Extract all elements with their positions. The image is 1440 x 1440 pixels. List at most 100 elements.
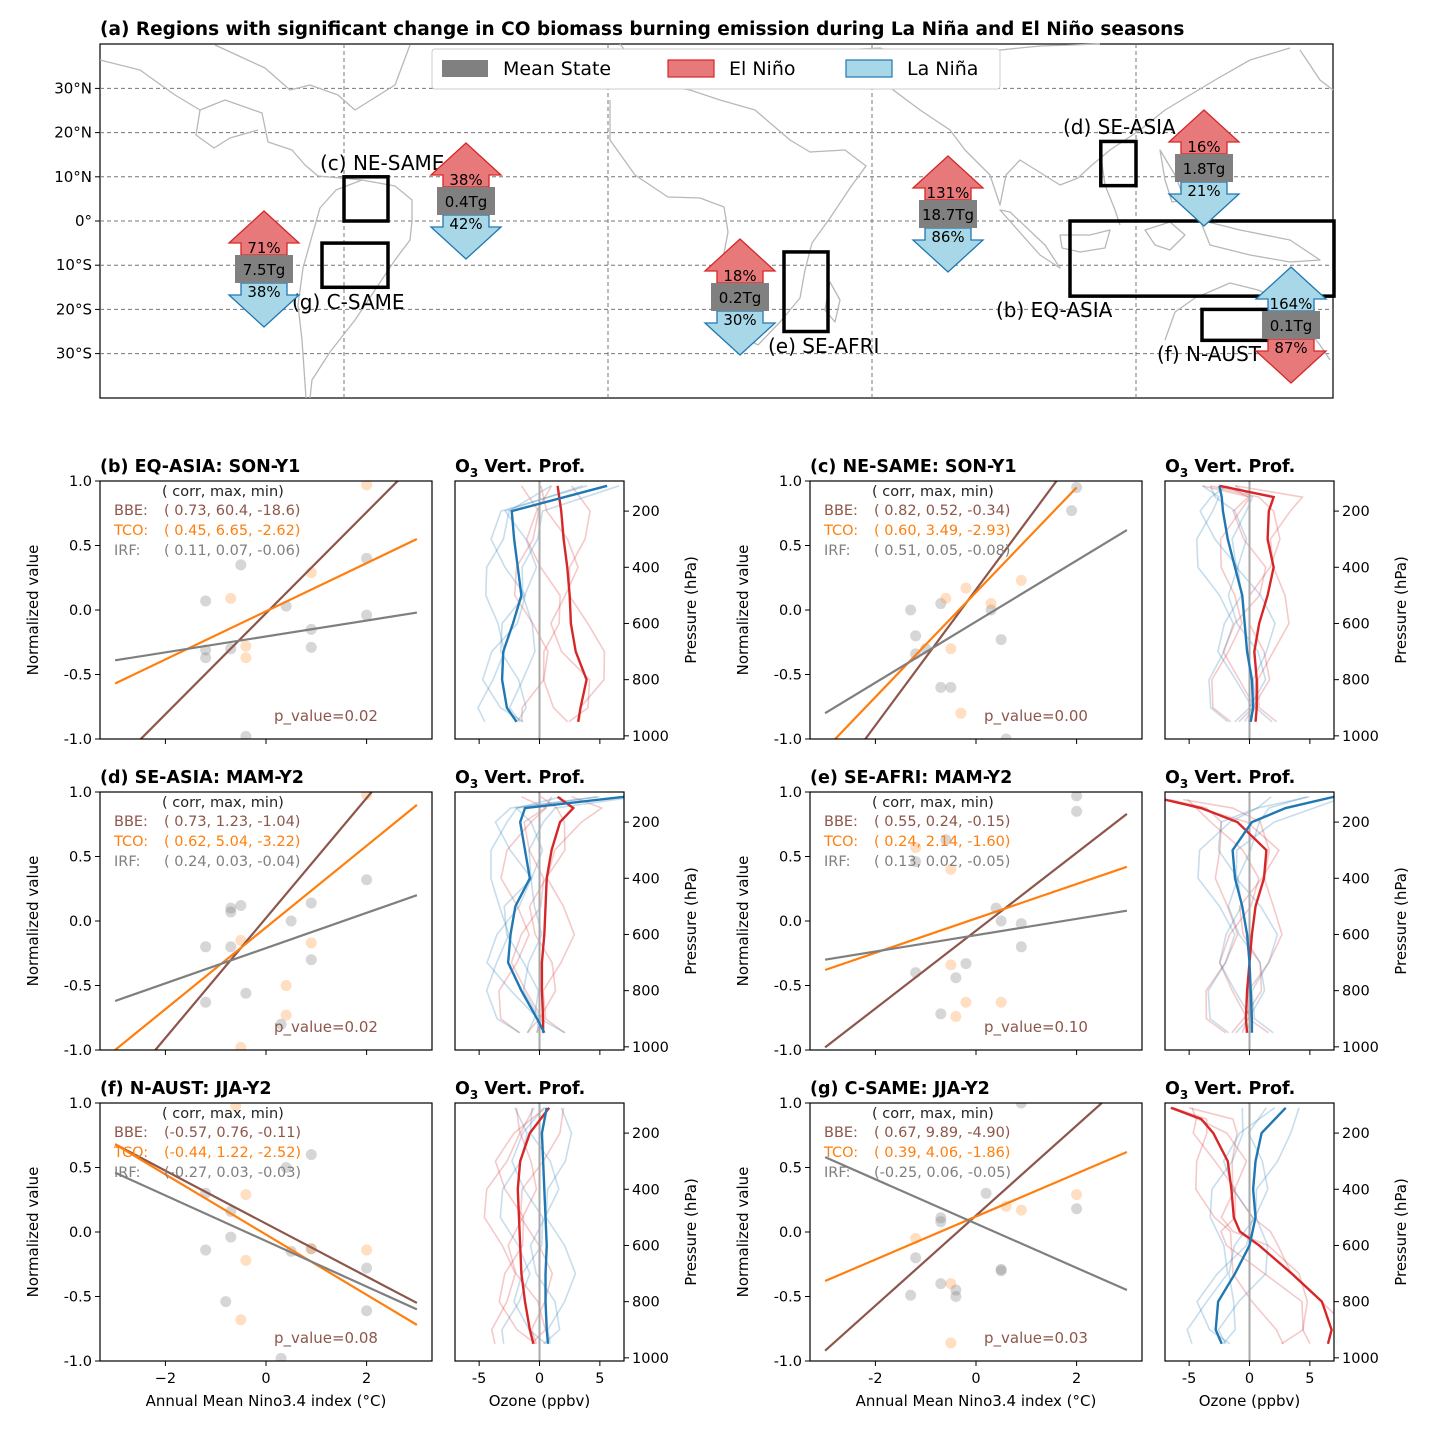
panel-title: (d) SE-ASIA: MAM-Y2 bbox=[100, 768, 304, 788]
scatter-point bbox=[950, 1291, 962, 1302]
elnino-up-arrow bbox=[911, 155, 985, 201]
axes-frame bbox=[99, 480, 433, 740]
y-tick-label: 800 bbox=[1342, 673, 1370, 689]
y-axis-label: Pressure (hPa) bbox=[682, 1178, 700, 1286]
scatter-point bbox=[240, 1254, 252, 1266]
p-value-label: p_value=0.00 bbox=[984, 707, 1088, 726]
regression-line-tco bbox=[824, 865, 1128, 972]
up-change-label: 18% bbox=[723, 267, 756, 285]
scatter-point bbox=[910, 856, 922, 868]
y-tick-label: 800 bbox=[1342, 1295, 1370, 1311]
mean-state-box bbox=[235, 255, 293, 283]
stats-name: BBE: bbox=[114, 503, 148, 519]
x-tick-label: 5 bbox=[595, 1371, 604, 1387]
scatter-point bbox=[935, 1216, 947, 1228]
scatter-point bbox=[361, 1262, 373, 1274]
lanina-profile-line bbox=[500, 484, 608, 723]
stats-name: BBE: bbox=[824, 1125, 858, 1141]
y-tick-label: -1.0 bbox=[64, 1354, 92, 1370]
elnino-profile-line bbox=[1170, 1106, 1333, 1345]
y-tick-label: -0.5 bbox=[774, 1290, 802, 1306]
scatter-point bbox=[230, 1103, 242, 1112]
elnino-up-arrow bbox=[227, 210, 301, 256]
ozone-profile-panel: O3 Vert. Prof. 200 400 600 800 1000 Pressure (… bbox=[454, 1079, 700, 1410]
y-tick-label: 800 bbox=[632, 1295, 660, 1311]
ozone-profile-panel: O3 Vert. Prof. 200 400 600 800 1000 Pressure (… bbox=[454, 457, 700, 745]
ozone-profile-panel: O3 Vert. Prof. 200 400 600 800 1000 Pressure (… bbox=[1164, 457, 1410, 745]
subscript: 3 bbox=[1180, 466, 1188, 480]
mean-state-box bbox=[919, 200, 977, 228]
regression-line-irf bbox=[114, 1171, 418, 1311]
p-value-label: p_value=0.10 bbox=[984, 1018, 1088, 1037]
regression-line-bbe bbox=[864, 481, 1058, 739]
y-tick-label: 1000 bbox=[1342, 1351, 1379, 1367]
scatter-point bbox=[1066, 505, 1078, 517]
scatter-point bbox=[1071, 792, 1083, 802]
y-tick-label: 400 bbox=[632, 560, 660, 576]
member-profile-line bbox=[483, 1107, 521, 1344]
stats-header: ( corr, max, min) bbox=[872, 795, 994, 811]
stats-name: TCO: bbox=[823, 1145, 858, 1161]
y-axis-label: Pressure (hPa) bbox=[682, 556, 700, 664]
ozone-profile-panel: O3 Vert. Prof. 200 400 600 800 1000 Pressure (… bbox=[454, 768, 700, 1056]
member-profile-line bbox=[494, 1107, 547, 1345]
member-profile-line bbox=[519, 1107, 565, 1345]
scatter-point bbox=[995, 634, 1007, 646]
y-axis-label: Normalized value bbox=[734, 545, 752, 676]
plot-area bbox=[114, 1103, 418, 1361]
map-lat-tick-label: 0° bbox=[75, 212, 92, 230]
y-tick-label: -0.5 bbox=[64, 1290, 92, 1306]
panel-title: (b) EQ-ASIA: SON-Y1 bbox=[100, 457, 300, 477]
x-tick-label: -5 bbox=[1182, 1371, 1196, 1387]
map-lat-tick-label: 30°N bbox=[54, 79, 92, 97]
scatter-point bbox=[361, 1305, 373, 1317]
y-tick-label: 1.0 bbox=[69, 785, 92, 801]
stats-values: ( 0.13, 0.02, -0.05) bbox=[874, 854, 1010, 870]
scatter-point bbox=[1015, 941, 1027, 953]
ozone-profile-panel: O3 Vert. Prof. 200 400 600 800 1000 Pressure (… bbox=[1164, 768, 1410, 1056]
stats-name: IRF: bbox=[824, 1165, 850, 1181]
mean-state-box bbox=[711, 283, 769, 311]
member-profile-line bbox=[485, 796, 562, 1034]
member-profile-line bbox=[1197, 796, 1272, 1034]
y-tick-label: 200 bbox=[1342, 1126, 1370, 1142]
mean-value-label: 18.7Tg bbox=[922, 206, 974, 224]
member-profile-line bbox=[503, 796, 597, 1034]
region-label: (b) EQ-ASIA bbox=[996, 298, 1113, 322]
scatter-point bbox=[1015, 574, 1027, 586]
member-profile-line bbox=[1188, 1107, 1334, 1316]
scatter-point bbox=[910, 1252, 922, 1264]
profile-plot-area bbox=[1165, 792, 1334, 1050]
elnino-profile-line bbox=[556, 485, 588, 722]
lanina-down-arrow bbox=[227, 282, 301, 328]
y-tick-label: 800 bbox=[632, 673, 660, 689]
mean-value-label: 0.4Tg bbox=[445, 193, 488, 211]
region-label: (d) SE-ASIA bbox=[1063, 115, 1176, 139]
scatter-point bbox=[985, 604, 997, 616]
up-change-label: 164% bbox=[1270, 295, 1313, 313]
scatter-point bbox=[945, 1278, 957, 1290]
scatter-point bbox=[950, 972, 962, 984]
member-profile-line bbox=[1217, 1107, 1300, 1345]
y-axis-label: Pressure (hPa) bbox=[1392, 556, 1410, 664]
plot-area bbox=[114, 481, 418, 739]
panel-title: (g) C-SAME: JJA-Y2 bbox=[810, 1079, 990, 1099]
lanina-profile-line bbox=[506, 795, 624, 1034]
scatter-point bbox=[1015, 1103, 1027, 1109]
y-tick-label: 1000 bbox=[632, 1351, 669, 1367]
regression-line-tco bbox=[114, 804, 418, 1050]
y-tick-label: -1.0 bbox=[774, 732, 802, 748]
scatter-panel: (b) EQ-ASIA: SON-Y1 1.0 0.5 0.0 -0.5 -1.0 Norm… bbox=[24, 457, 433, 748]
lanina-down-arrow bbox=[703, 310, 777, 356]
title-rest: Vert. Prof. bbox=[478, 457, 585, 477]
stats-header: ( corr, max, min) bbox=[872, 484, 994, 500]
stats-name: TCO: bbox=[113, 834, 148, 850]
stats-values: ( 0.11, 0.07, -0.06) bbox=[164, 543, 300, 559]
scatter-point bbox=[945, 681, 957, 693]
elnino-profile-line bbox=[540, 795, 576, 1033]
profile-title: O3 Vert. Prof. bbox=[455, 768, 585, 791]
stats-values: (-0.25, 0.06, -0.05) bbox=[874, 1165, 1011, 1181]
member-profile-line bbox=[1222, 1107, 1269, 1345]
y-tick-label: 200 bbox=[1342, 504, 1370, 520]
region-label: (g) C-SAME bbox=[292, 290, 404, 314]
